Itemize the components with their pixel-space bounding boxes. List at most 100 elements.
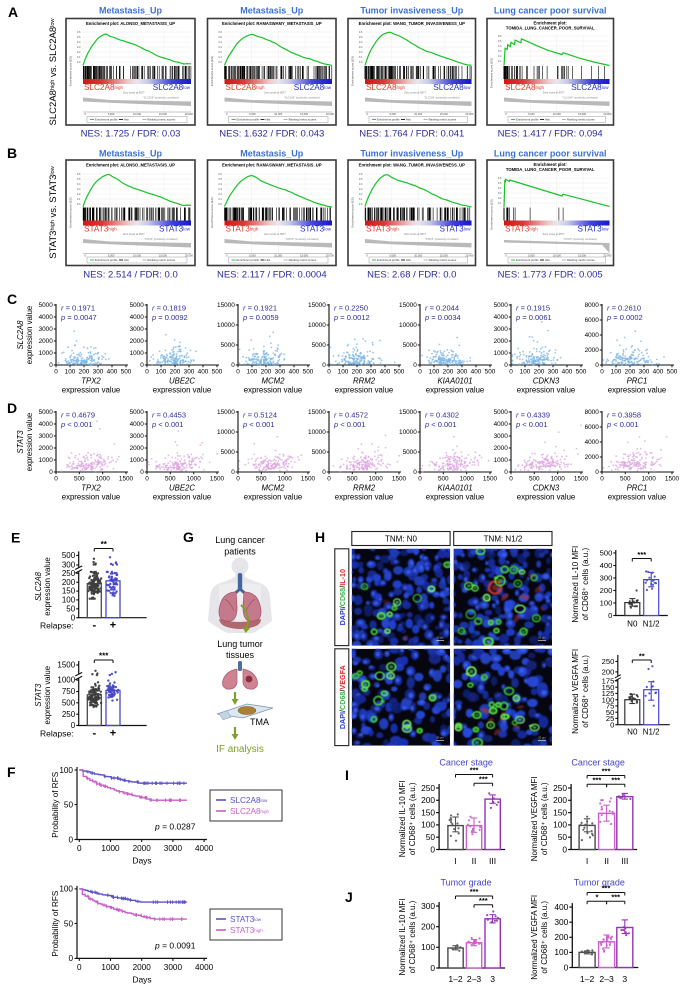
svg-text:expression value: expression value [608,385,667,394]
svg-text:500: 500 [121,368,132,375]
svg-text:0.4: 0.4 [359,182,363,186]
svg-text:"STAT3" (positively correlated: "STAT3" (positively correlated) [425,238,459,241]
svg-text:4000: 4000 [195,963,214,972]
svg-text:Probability of RFS: Probability of RFS [51,890,60,957]
svg-text:Ranking metric scores: Ranking metric scores [289,258,317,262]
svg-text:500: 500 [165,475,176,482]
svg-text:A: A [8,4,18,20]
svg-text:0.0: 0.0 [77,60,81,64]
svg-text:C: C [7,291,17,307]
svg-text:3000: 3000 [494,433,509,440]
svg-text:expression value: expression value [153,385,212,394]
svg-text:400: 400 [471,368,482,375]
svg-text:1000: 1000 [96,475,111,482]
svg-text:8000: 8000 [585,302,600,309]
svg-text:Days: Days [132,856,151,866]
svg-text:STAT3high vs. STAT3low: STAT3high vs. STAT3low [48,166,59,258]
svg-text:5000: 5000 [130,302,145,309]
svg-text:SLC2A8: SLC2A8 [34,571,43,601]
svg-text:0.4: 0.4 [77,40,81,44]
svg-text:0.3: 0.3 [77,187,81,191]
svg-text:0.5: 0.5 [359,177,363,181]
svg-text:10,000: 10,000 [274,112,282,116]
svg-text:0.6: 0.6 [498,176,502,180]
svg-text:300: 300 [184,368,195,375]
svg-text:SLC2A8low: SLC2A8low [571,83,609,92]
svg-text:500: 500 [529,475,540,482]
svg-text:15,000: 15,000 [578,112,586,116]
svg-text:Zero cross at 9577: Zero cross at 9577 [264,232,286,236]
svg-text:-: - [92,728,96,740]
svg-text:0.5: 0.5 [77,177,81,181]
svg-text:MCM2: MCM2 [262,376,286,385]
svg-text:p < 0.001: p < 0.001 [242,420,275,429]
svg-text:1000: 1000 [551,475,566,482]
svg-text:400: 400 [107,368,118,375]
svg-text:Metastasis_Up: Metastasis_Up [99,6,163,16]
svg-text:15,000: 15,000 [300,254,308,258]
svg-text:SLC2A8low: SLC2A8low [433,83,471,92]
svg-text:0.1: 0.1 [218,197,222,201]
svg-text:5000: 5000 [221,449,236,456]
svg-text:200: 200 [62,578,76,587]
svg-text:200: 200 [443,368,454,375]
svg-text:1500: 1500 [574,475,589,482]
svg-text:2000: 2000 [585,347,600,354]
svg-text:p = 0.0012: p = 0.0012 [333,313,370,322]
svg-text:4000: 4000 [39,314,54,321]
svg-text:0: 0 [327,475,331,482]
svg-text:10,000: 10,000 [133,254,141,258]
svg-text:0: 0 [600,475,604,482]
svg-text:10,000: 10,000 [553,254,561,258]
svg-text:1000: 1000 [39,350,54,357]
svg-text:15000: 15000 [217,302,235,309]
svg-text:Hits: Hits [266,118,271,122]
svg-text:DAPI/CD68/IL-10: DAPI/CD68/IL-10 [338,569,347,625]
svg-text:3000: 3000 [130,326,145,333]
svg-text:E: E [11,530,20,546]
svg-text:0.2: 0.2 [218,50,222,54]
svg-text:4000: 4000 [130,421,145,428]
svg-text:3000: 3000 [130,433,145,440]
svg-text:STAT3high: STAT3high [226,225,259,234]
svg-text:0.5: 0.5 [359,35,363,39]
svg-text:0.0: 0.0 [359,60,363,64]
svg-text:0.1: 0.1 [498,59,502,63]
svg-text:0: 0 [366,112,368,116]
svg-text:5000: 5000 [494,302,509,309]
svg-text:1000: 1000 [57,676,75,685]
svg-text:10,000: 10,000 [274,254,282,258]
svg-text:Hits: Hits [124,258,129,262]
svg-text:0: 0 [231,362,235,369]
svg-text:0: 0 [140,469,144,476]
svg-text:Ranking metric scores: Ranking metric scores [567,258,595,262]
svg-text:0.3: 0.3 [498,49,502,53]
svg-text:0: 0 [236,368,240,375]
svg-text:Enrichment score (ES): Enrichment score (ES) [490,58,494,88]
svg-text:50: 50 [64,800,74,809]
svg-text:1500: 1500 [483,475,498,482]
svg-text:expression value: expression value [25,306,34,365]
svg-text:Hits: Hits [406,258,411,262]
svg-text:5,000: 5,000 [108,254,115,258]
svg-text:0: 0 [600,368,604,375]
svg-text:10000: 10000 [399,429,417,436]
svg-text:0.2: 0.2 [498,54,502,58]
svg-text:TNM: N0: TNM: N0 [385,535,418,544]
svg-text:0: 0 [226,254,228,258]
svg-text:Enrichment profile: Enrichment profile [377,258,400,262]
svg-text:F: F [7,764,16,780]
svg-text:SLC2A8high: SLC2A8high [84,83,124,92]
svg-text:300: 300 [639,368,650,375]
svg-text:TMA: TMA [250,717,269,727]
svg-text:Zero cross at 9577: Zero cross at 9577 [404,91,426,95]
svg-text:200: 200 [261,368,272,375]
svg-text:0: 0 [68,835,73,844]
svg-text:100: 100 [429,368,440,375]
svg-text:0: 0 [77,963,82,972]
svg-text:6000: 6000 [585,317,600,324]
svg-text:STAT3: STAT3 [16,430,25,454]
svg-text:1500: 1500 [301,475,316,482]
svg-text:Hits: Hits [545,118,550,122]
svg-text:NES: 1.725 / FDR: 0.03: NES: 1.725 / FDR: 0.03 [81,129,181,140]
